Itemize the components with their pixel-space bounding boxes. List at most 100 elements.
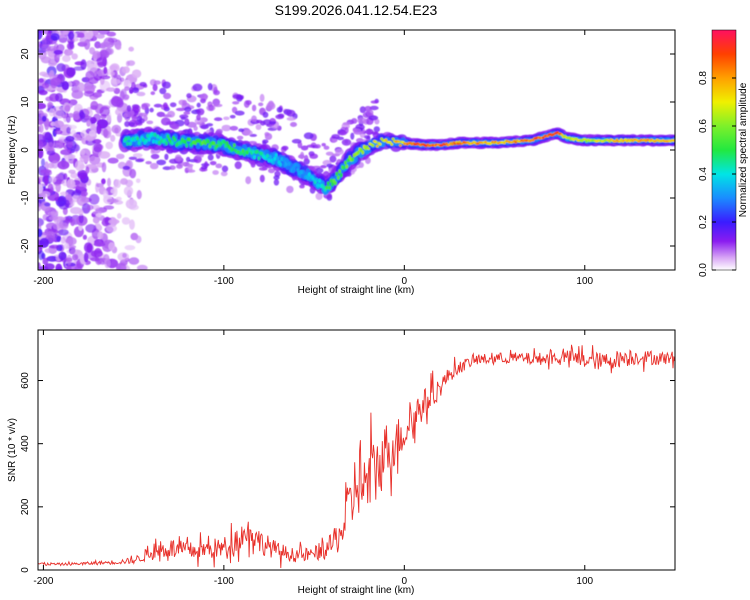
heatmap-ridge-core — [222, 139, 226, 144]
heatmap-band-blob — [133, 87, 139, 91]
heatmap-speckle — [115, 45, 122, 50]
heatmap-speckle — [69, 248, 80, 255]
heatmap-speckle — [53, 49, 63, 55]
heatmap-ridge-core — [316, 183, 320, 188]
heatmap-band-blob — [135, 158, 145, 163]
heatmap-ridge-core — [156, 134, 160, 139]
heatmap-speckle — [135, 178, 141, 184]
heatmap-ridge-core — [154, 140, 158, 145]
heatmap-speckle — [41, 158, 45, 167]
heatmap-band-blob — [273, 179, 280, 186]
heatmap-speckle — [48, 244, 60, 249]
heatmap-speckle — [80, 149, 86, 156]
heatmap-ridge-core — [153, 132, 157, 137]
heatmap-band-blob — [251, 115, 257, 122]
heatmap-band-blob — [369, 105, 379, 111]
colorbar-tick-label: 0.2 — [698, 215, 709, 229]
heatmap-speckle — [50, 209, 59, 216]
heatmap-speckle — [38, 147, 44, 159]
snr-x-tick-label: -100 — [214, 576, 234, 587]
heatmap-speckle — [43, 30, 48, 34]
heatmap-speckle — [63, 173, 68, 181]
colorbar: 0.0 0.2 0.4 0.6 0.8 Normalized spectral ampl… — [698, 29, 749, 277]
heatmap-speckle — [99, 106, 110, 117]
heatmap-band-blob — [236, 135, 244, 140]
heatmap-ridge-core — [351, 157, 355, 162]
heatmap-ridge-core — [188, 137, 192, 142]
heatmap-speckle — [76, 182, 87, 191]
heatmap-speckle — [103, 190, 109, 199]
heatmap-band-blob — [329, 155, 337, 163]
heatmap-ridge-core — [206, 139, 210, 144]
heatmap-speckle — [107, 177, 111, 187]
heatmap-speckle — [104, 257, 111, 269]
heatmap-speckle — [77, 82, 85, 92]
heatmap-speckle — [136, 264, 148, 270]
heatmap-speckle — [71, 53, 78, 60]
heatmap-speckle — [64, 218, 73, 223]
heatmap-band-blob — [357, 117, 368, 124]
heatmap-speckle — [128, 204, 139, 211]
heatmap-band-blob — [232, 101, 240, 105]
heatmap-band-blob — [169, 165, 176, 170]
heatmap-ridge-core — [279, 162, 282, 167]
snr-x-tick-label: 100 — [576, 576, 593, 587]
heatmap-speckle — [136, 91, 146, 97]
heatmap-ridge-core — [560, 133, 564, 137]
heatmap-band-blob — [207, 154, 214, 161]
heatmap-band-blob — [315, 192, 323, 200]
heatmap-band-blob — [200, 98, 206, 104]
heatmap-ridge-core — [144, 138, 148, 143]
heatmap-speckle — [113, 200, 124, 205]
heatmap-band-blob — [221, 165, 229, 173]
heatmap-band-blob — [326, 163, 334, 168]
heatmap-band-blob — [175, 107, 186, 112]
colorbar-ticks: 0.0 0.2 0.4 0.6 0.8 — [698, 71, 736, 277]
heatmap-speckle — [124, 245, 136, 251]
heatmap-speckle — [39, 237, 50, 248]
heatmap-band-blob — [145, 161, 152, 165]
heatmap-speckle — [125, 179, 134, 187]
heatmap-speckle — [47, 101, 54, 109]
heatmap-ridge-halo — [366, 148, 372, 154]
heatmap-band-blob — [286, 117, 296, 121]
heatmap-speckle — [82, 234, 87, 240]
heatmap-band-blob — [351, 118, 358, 124]
heatmap-ridge-core — [255, 149, 259, 154]
heatmap-speckle — [131, 69, 142, 78]
heatmap-speckle — [129, 168, 137, 179]
heatmap-speckle — [61, 81, 70, 91]
snr-axes: -200 -100 0 100 0 200 400 600 — [20, 330, 675, 587]
heatmap-ridge-core — [326, 181, 330, 186]
heatmap-band-blob — [128, 156, 138, 160]
heatmap-band-blob — [268, 168, 275, 174]
spectrogram-y-tick-label: 0 — [20, 147, 31, 153]
heatmap-ridge-core — [152, 139, 155, 144]
heatmap-speckle — [39, 71, 48, 77]
heatmap-speckle — [44, 202, 51, 207]
heatmap-speckle — [132, 153, 143, 158]
heatmap-band-blob — [245, 100, 252, 106]
heatmap-band-blob — [304, 154, 309, 163]
heatmap-band-blob — [300, 151, 305, 160]
heatmap-band-blob — [179, 114, 189, 119]
heatmap-ridge-core — [344, 160, 347, 165]
heatmap-band-blob — [170, 123, 180, 130]
heatmap-ridge-core — [185, 143, 189, 148]
heatmap-speckle — [66, 264, 72, 270]
heatmap-speckle — [103, 205, 115, 210]
heatmap-speckle — [53, 109, 65, 119]
heatmap-ridge-core — [397, 140, 401, 144]
heatmap-band-blob — [352, 128, 362, 134]
heatmap-band-blob — [200, 124, 209, 130]
heatmap-band-blob — [153, 103, 163, 108]
heatmap-ridge-core — [251, 149, 255, 154]
heatmap-band-blob — [359, 106, 366, 114]
heatmap-ridge-core — [183, 139, 187, 144]
heatmap-ridge-core — [390, 143, 394, 146]
heatmap-speckle — [40, 56, 52, 64]
snr-panel: -200 -100 0 100 0 200 400 600 Height of straigh… — [7, 329, 676, 596]
heatmap-speckle — [63, 49, 74, 56]
heatmap-speckle — [38, 250, 45, 261]
